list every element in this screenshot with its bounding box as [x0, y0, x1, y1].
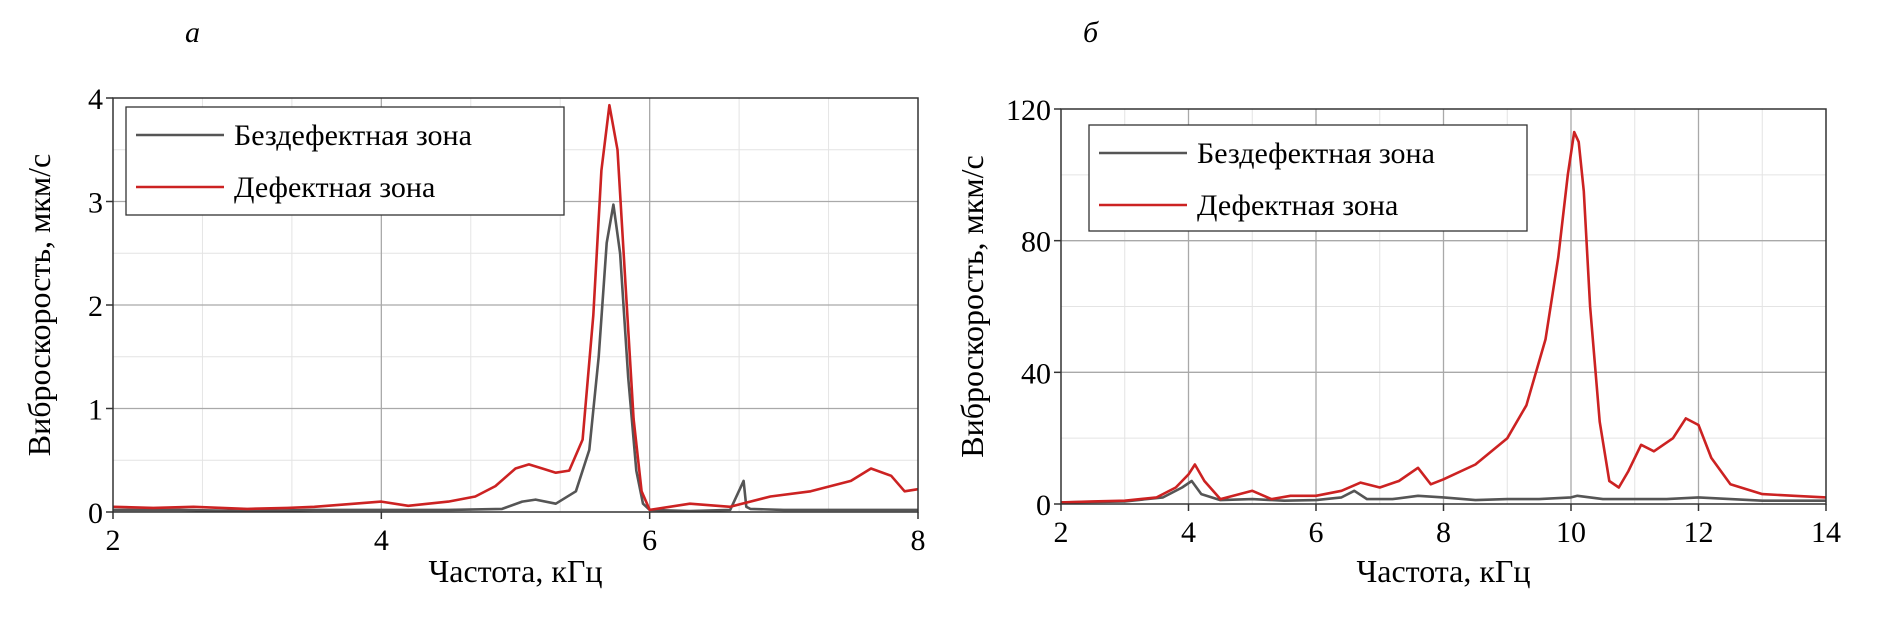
panel-label-a: а — [185, 16, 200, 49]
panel-b-chart: 2 4 6 8 10 12 14 0 40 80 120 Частота, кГц Виброскоро… — [954, 94, 1841, 589]
panel-a-legend-label: Бездефектная зона — [234, 119, 472, 152]
panel-a-series — [112, 103, 919, 513]
panel-a-legend-box — [125, 106, 565, 216]
panel-a-series-line-defect — [112, 103, 919, 512]
panel-b-legend-label: Дефектная зона — [1197, 189, 1398, 222]
panel-a-y-tick-label: 1 — [88, 394, 103, 427]
panel-b-legend: Бездефектная зона Дефектная зона — [1088, 124, 1528, 232]
panel-b-y-tick-label: 40 — [1021, 357, 1051, 390]
panel-b-legend-label: Бездефектная зона — [1197, 137, 1435, 170]
panel-b-legend-box — [1088, 124, 1528, 232]
panel-a-chart: 2 4 6 8 0 1 2 3 4 Частота, кГц Виброскорость, мкм/… — [21, 83, 926, 589]
panel-a-legend: Бездефектная зона Дефектная зона — [125, 106, 565, 216]
panel-a-y-tick-label: 0 — [88, 497, 103, 530]
panel-b-x-tick-label: 12 — [1684, 516, 1714, 549]
panel-b-y-axis-label: Виброскорость, мкм/с — [954, 155, 990, 457]
panel-b-y-tick-label: 80 — [1021, 226, 1051, 259]
panel-b-series — [1060, 130, 1827, 504]
panel-b-x-tick-label: 2 — [1054, 516, 1069, 549]
panel-b-x-axis-label: Частота, кГц — [1356, 553, 1530, 589]
panel-b-x-tick-label: 10 — [1556, 516, 1586, 549]
panel-a-y-axis-label: Виброскорость, мкм/с — [21, 154, 57, 456]
panel-a-series-line-defect-free — [113, 203, 918, 513]
panel-a-y-tick-label: 4 — [88, 83, 103, 116]
panel-b-x-tick-label: 14 — [1811, 516, 1841, 549]
panel-b-y-tick-label: 120 — [1006, 94, 1051, 127]
panel-b-series-line-defect — [1060, 130, 1827, 504]
panel-b-ticks: 2 4 6 8 10 12 14 0 40 80 120 — [1006, 94, 1841, 549]
panel-b-x-tick-label: 4 — [1181, 516, 1196, 549]
panel-b-x-tick-label: 6 — [1309, 516, 1324, 549]
panel-a-x-tick-label: 6 — [642, 524, 657, 557]
panel-a-y-tick-label: 3 — [88, 187, 103, 220]
panel-b-x-tick-label: 8 — [1436, 516, 1451, 549]
panel-a-ticks: 2 4 6 8 0 1 2 3 4 — [88, 83, 926, 557]
panel-a-x-axis-label: Частота, кГц — [428, 553, 602, 589]
panel-a-legend-label: Дефектная зона — [234, 171, 435, 204]
panel-b-series-line-defect-free — [1060, 479, 1826, 504]
panel-a-x-tick-label: 4 — [374, 524, 389, 557]
panel-a-y-tick-label: 2 — [88, 290, 103, 323]
panel-b-y-tick-label: 0 — [1036, 489, 1051, 522]
panel-label-b: б — [1083, 16, 1099, 49]
panel-a-x-tick-label: 8 — [911, 524, 926, 557]
panel-a-x-tick-label: 2 — [106, 524, 121, 557]
